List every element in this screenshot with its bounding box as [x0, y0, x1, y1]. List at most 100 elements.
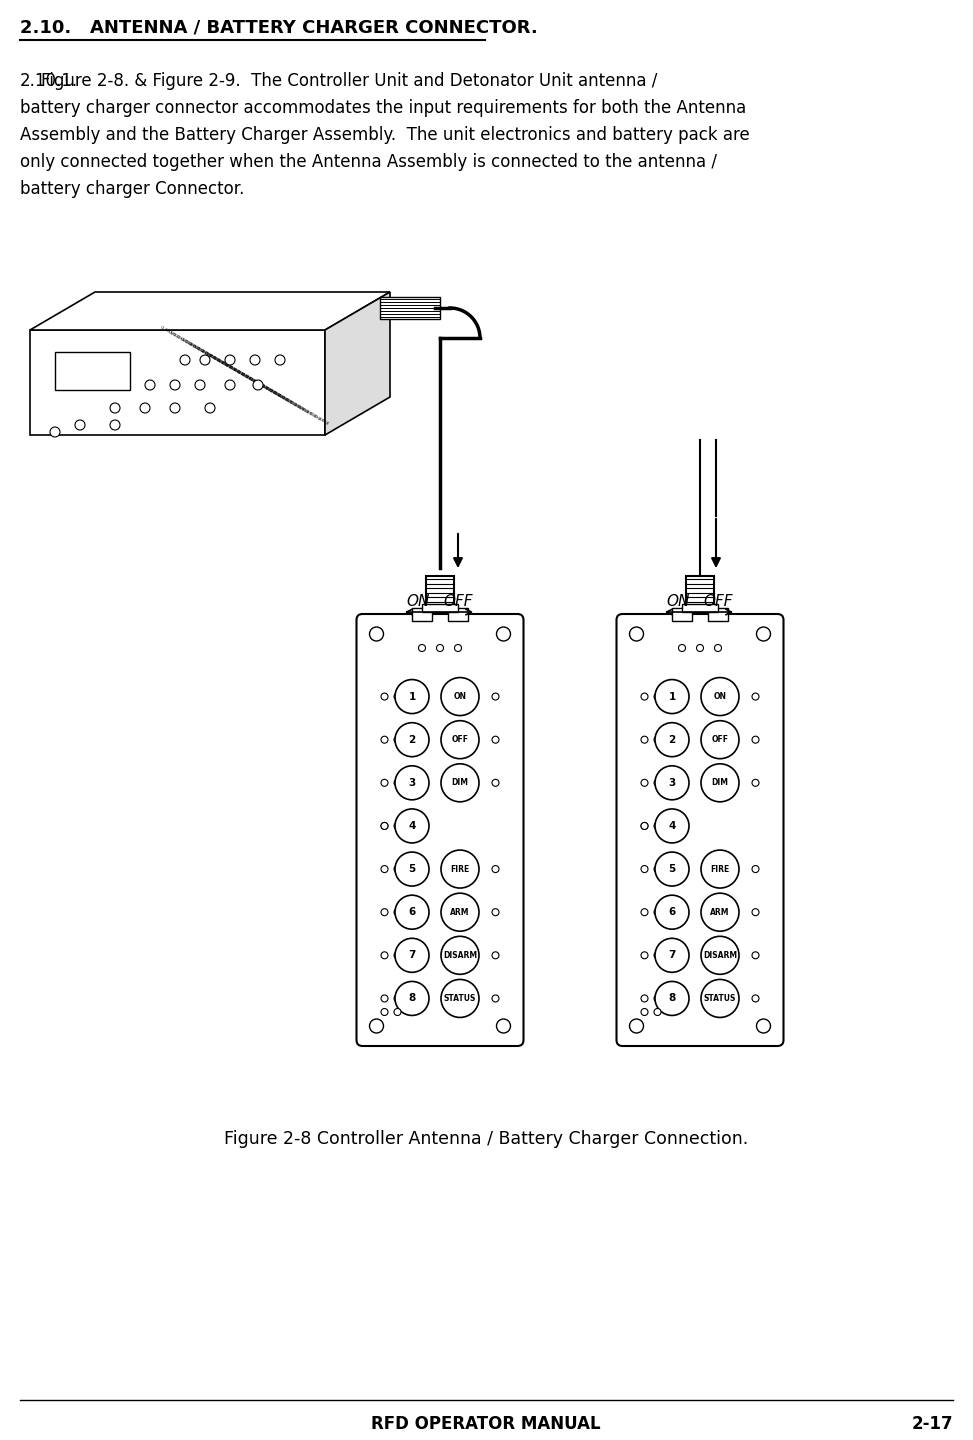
Text: 1: 1	[409, 691, 415, 701]
Circle shape	[381, 909, 388, 916]
Text: 6: 6	[668, 907, 675, 917]
Text: DISARM: DISARM	[443, 950, 477, 960]
Circle shape	[655, 809, 689, 842]
Text: FIRE: FIRE	[710, 864, 730, 874]
Text: 5: 5	[409, 864, 415, 874]
Circle shape	[50, 428, 60, 436]
Circle shape	[381, 865, 388, 873]
Circle shape	[756, 626, 771, 641]
Circle shape	[630, 626, 643, 641]
Circle shape	[170, 380, 180, 390]
Circle shape	[394, 779, 401, 786]
Circle shape	[275, 356, 285, 364]
Circle shape	[701, 763, 739, 802]
Circle shape	[145, 380, 155, 390]
Circle shape	[641, 952, 648, 959]
Circle shape	[655, 896, 689, 929]
Circle shape	[205, 403, 215, 413]
Text: only connected together when the Antenna Assembly is connected to the antenna /: only connected together when the Antenna…	[20, 153, 717, 171]
Circle shape	[225, 380, 235, 390]
Circle shape	[697, 645, 703, 651]
Circle shape	[641, 779, 648, 786]
Circle shape	[395, 809, 429, 842]
Polygon shape	[30, 292, 390, 330]
Circle shape	[394, 693, 401, 700]
Circle shape	[418, 645, 425, 651]
Circle shape	[381, 822, 388, 829]
Bar	[426, 576, 454, 608]
Text: STATUS: STATUS	[703, 994, 737, 1002]
Bar	[682, 603, 718, 612]
Text: 4: 4	[409, 821, 415, 831]
Text: battery charger connector accommodates the input requirements for both the Anten: battery charger connector accommodates t…	[20, 99, 746, 117]
Text: RFD OPERATOR MANUAL: RFD OPERATOR MANUAL	[371, 1416, 600, 1433]
Bar	[30, 330, 325, 435]
Text: 5: 5	[668, 864, 675, 874]
Text: 7: 7	[409, 950, 415, 960]
Bar	[672, 608, 692, 621]
Text: 6: 6	[409, 907, 415, 917]
Circle shape	[140, 403, 150, 413]
Circle shape	[492, 779, 499, 786]
Circle shape	[394, 865, 401, 873]
Text: 2: 2	[409, 734, 415, 744]
Text: ARM: ARM	[710, 907, 730, 917]
Circle shape	[225, 356, 235, 364]
Circle shape	[701, 979, 739, 1018]
Circle shape	[678, 645, 686, 651]
Circle shape	[170, 403, 180, 413]
Circle shape	[654, 952, 661, 959]
Circle shape	[370, 1020, 383, 1032]
Text: O CHARGE O CHARGE O CHARGE O CHARGE O CHARGE O CHARGE: O CHARGE O CHARGE O CHARGE O CHARGE O CH…	[184, 338, 306, 412]
Text: STATUS: STATUS	[444, 994, 476, 1002]
FancyBboxPatch shape	[356, 613, 523, 1045]
Circle shape	[756, 1020, 771, 1032]
Circle shape	[655, 723, 689, 756]
Circle shape	[641, 995, 648, 1002]
Circle shape	[75, 420, 85, 431]
Circle shape	[641, 909, 648, 916]
Text: 8: 8	[409, 994, 415, 1004]
Circle shape	[496, 626, 511, 641]
Text: DISARM: DISARM	[703, 950, 738, 960]
Circle shape	[454, 645, 461, 651]
Text: 2-17: 2-17	[912, 1416, 953, 1433]
Circle shape	[752, 693, 759, 700]
Text: OFF: OFF	[703, 593, 733, 609]
Circle shape	[492, 952, 499, 959]
Polygon shape	[325, 292, 390, 435]
Circle shape	[655, 939, 689, 972]
Circle shape	[654, 909, 661, 916]
Text: OFF: OFF	[444, 593, 473, 609]
Circle shape	[110, 420, 120, 431]
Circle shape	[395, 723, 429, 756]
Circle shape	[655, 852, 689, 886]
Circle shape	[654, 1008, 661, 1015]
FancyBboxPatch shape	[617, 613, 783, 1045]
Circle shape	[752, 909, 759, 916]
Text: OFF: OFF	[451, 736, 469, 744]
Circle shape	[701, 893, 739, 932]
Circle shape	[641, 822, 648, 829]
Circle shape	[701, 678, 739, 716]
Bar	[686, 576, 714, 608]
Circle shape	[654, 995, 661, 1002]
Circle shape	[654, 779, 661, 786]
Text: O CHARGE O CHARGE O CHARGE O CHARGE O CHARGE O CHARGE: O CHARGE O CHARGE O CHARGE O CHARGE O CH…	[208, 353, 330, 426]
Circle shape	[492, 865, 499, 873]
Text: ON: ON	[713, 693, 727, 701]
Bar	[448, 608, 468, 621]
Circle shape	[381, 736, 388, 743]
Circle shape	[110, 403, 120, 413]
Circle shape	[641, 822, 648, 829]
Text: Figure 2-8 Controller Antenna / Battery Charger Connection.: Figure 2-8 Controller Antenna / Battery …	[224, 1130, 748, 1148]
Text: 7: 7	[668, 950, 675, 960]
Text: OFF: OFF	[711, 736, 729, 744]
Circle shape	[441, 936, 479, 975]
Circle shape	[641, 693, 648, 700]
Text: 2.10.   ANTENNA / BATTERY CHARGER CONNECTOR.: 2.10. ANTENNA / BATTERY CHARGER CONNECTO…	[20, 17, 538, 36]
Text: ON: ON	[453, 693, 466, 701]
Circle shape	[180, 356, 190, 364]
Text: O CHARGE O CHARGE O CHARGE O CHARGE O CHARGE O CHARGE: O CHARGE O CHARGE O CHARGE O CHARGE O CH…	[196, 346, 318, 419]
Circle shape	[441, 979, 479, 1018]
